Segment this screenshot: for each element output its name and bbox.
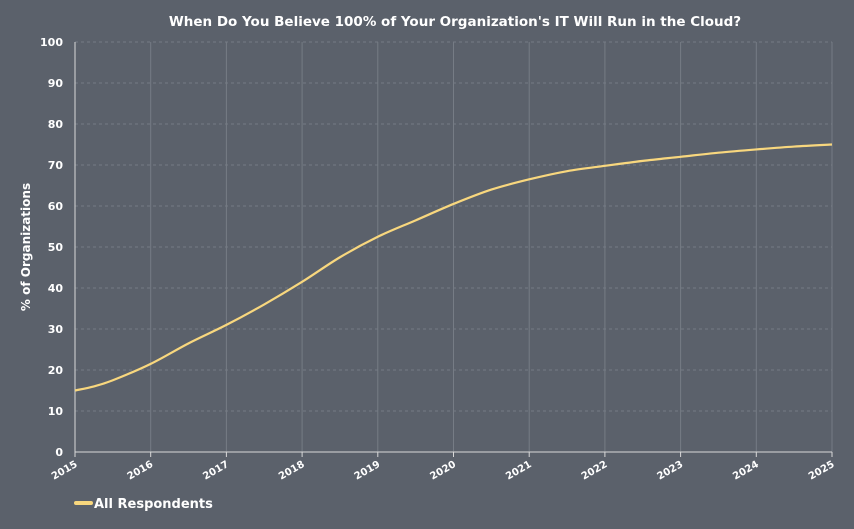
- x-tick-label: 2021: [504, 459, 534, 482]
- grid-lines: [75, 41, 833, 452]
- y-tick-label: 40: [48, 282, 64, 295]
- x-tick-labels: 2015 2016 2017 2018 2019 2020 2021 2022 2023 2024…: [50, 459, 837, 482]
- y-tick-label: 90: [48, 77, 64, 90]
- x-tick-label: 2025: [807, 459, 837, 482]
- y-tick-label: 60: [48, 200, 64, 213]
- x-tick-label: 2019: [353, 459, 383, 482]
- x-tick-label: 2015: [50, 459, 80, 482]
- y-tick-label: 100: [40, 36, 63, 49]
- y-tick-label: 20: [48, 364, 64, 377]
- x-tick-label: 2016: [126, 459, 156, 482]
- chart-title: When Do You Believe 100% of Your Organiz…: [169, 14, 741, 30]
- y-tick-label: 70: [48, 159, 64, 172]
- y-tick-label: 30: [48, 323, 64, 336]
- y-tick-labels: 0 10 20 30 40 50 60 70 80 90 100: [40, 36, 63, 459]
- x-tick-label: 2024: [731, 459, 761, 482]
- legend-label[interactable]: All Respondents: [94, 497, 213, 512]
- x-tick-label: 2018: [277, 459, 307, 482]
- x-tick-label: 2017: [201, 459, 231, 482]
- x-tick-label: 2022: [580, 459, 610, 482]
- x-tick-label: 2020: [428, 459, 458, 482]
- series-line-0: [74, 143, 833, 392]
- axes: [74, 42, 833, 457]
- y-tick-label: 50: [48, 241, 64, 254]
- series-group: [74, 143, 833, 392]
- legend[interactable]: All Respondents: [74, 497, 213, 512]
- x-tick-label: 2023: [655, 459, 685, 482]
- y-tick-label: 80: [48, 118, 64, 131]
- y-tick-label: 10: [48, 405, 64, 418]
- y-axis-label: % of Organizations: [19, 183, 33, 311]
- y-tick-label: 0: [55, 446, 63, 459]
